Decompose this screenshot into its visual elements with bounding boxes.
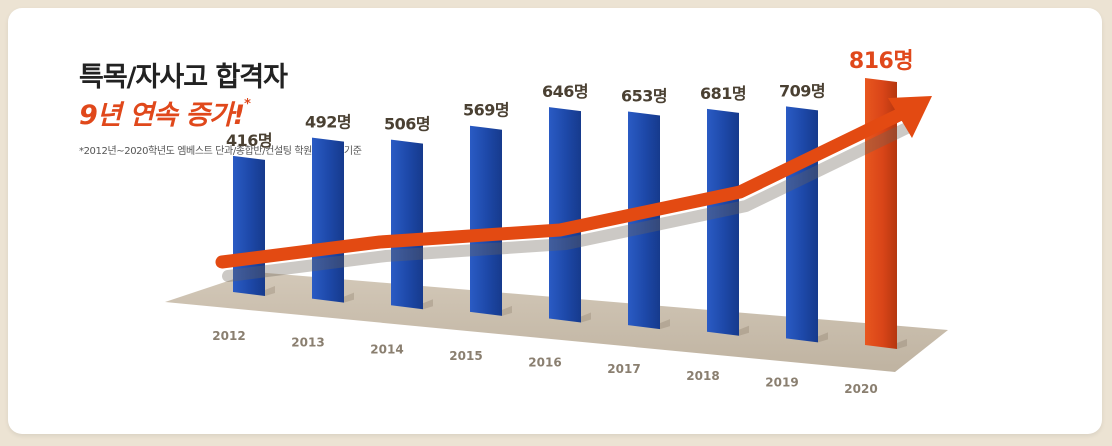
- bar-shadow: [739, 325, 749, 336]
- value-label: 492명: [305, 113, 351, 132]
- year-label: 2019: [765, 375, 798, 389]
- bar-shadow: [897, 339, 907, 349]
- bar: [391, 139, 423, 310]
- bar-shadow: [660, 319, 670, 330]
- year-label: 2018: [686, 369, 719, 383]
- bar-shadow: [581, 312, 591, 323]
- value-label: 816명: [849, 49, 913, 74]
- bar: [628, 111, 660, 330]
- trend-arrow-shadow: [222, 120, 917, 282]
- year-label: 2015: [449, 349, 482, 363]
- headline-title: 특목/자사고 합격자: [79, 62, 288, 93]
- bar-shadow: [265, 286, 275, 296]
- value-label: 569명: [463, 101, 509, 120]
- year-label: 2013: [291, 336, 324, 350]
- headline-subtitle: 9년 연속 증가!*: [79, 93, 251, 132]
- year-label: 2012: [212, 329, 245, 343]
- bar-shadow: [423, 299, 433, 310]
- bar: [549, 107, 581, 323]
- headline-subtitle-text: 9년 연속 증가!: [79, 100, 245, 131]
- bar-shadow: [502, 305, 512, 316]
- year-label: 2014: [370, 342, 403, 356]
- year-label: 2016: [528, 356, 561, 370]
- bar: [312, 137, 344, 303]
- bar-highlight: [865, 78, 897, 349]
- year-label: 2020: [844, 382, 877, 396]
- value-label: 646명: [542, 82, 588, 101]
- bar: [470, 125, 502, 316]
- value-label: 506명: [384, 115, 430, 134]
- bar-shadow: [344, 292, 354, 303]
- floor-plane: [165, 272, 948, 372]
- value-label: 416명: [226, 131, 272, 150]
- value-label: 709명: [779, 81, 825, 100]
- bar-shadow: [818, 332, 828, 343]
- value-label: 681명: [700, 84, 746, 103]
- bar: [707, 108, 739, 336]
- trend-arrow-line: [215, 105, 912, 269]
- trend-arrow-head: [888, 96, 932, 138]
- bar: [786, 106, 818, 343]
- headline-footnote-mark: *: [244, 97, 251, 112]
- year-label: 2017: [607, 362, 640, 376]
- footnote: *2012년~2020학년도 엠베스트 단과/종합반/컨설팅 학원 수강생 기준: [79, 146, 362, 157]
- value-label: 653명: [621, 86, 667, 105]
